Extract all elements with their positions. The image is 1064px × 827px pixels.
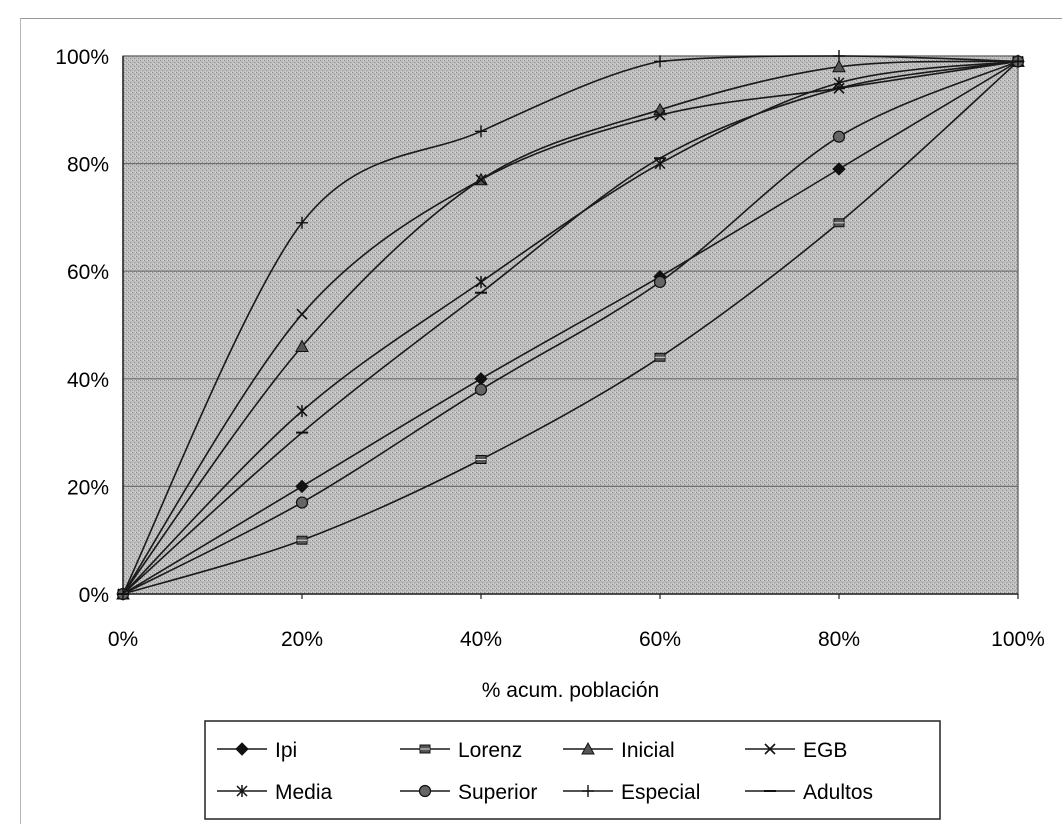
data-point (654, 109, 666, 121)
legend-label: Inicial (621, 739, 675, 762)
legend-item: Especial (563, 781, 700, 804)
x-axis-title: % acum. población (482, 679, 659, 702)
data-point (581, 741, 595, 755)
series-line (122, 60, 1019, 595)
legend-item: Media (217, 781, 333, 804)
x-tick-label: 0% (108, 628, 138, 651)
x-tick-label: 80% (818, 628, 860, 651)
y-tick-label: 0% (79, 584, 109, 607)
data-point (296, 405, 308, 418)
data-point (833, 76, 845, 89)
legend-item: Adultos (745, 781, 873, 804)
data-point (764, 743, 776, 755)
data-point (833, 218, 845, 228)
data-point (295, 496, 309, 509)
data-point (296, 216, 308, 229)
data-point (653, 275, 667, 289)
legend-label: Ipi (275, 739, 297, 762)
y-tick-label: 20% (67, 476, 109, 499)
series-line (122, 60, 1019, 595)
legend-item: Lorenz (400, 739, 522, 762)
x-tick-label: 20% (281, 628, 323, 651)
series-line (122, 60, 1019, 595)
legend-label: Media (275, 781, 333, 804)
data-point (295, 339, 309, 353)
data-point (475, 455, 487, 464)
series-line (122, 60, 1019, 595)
x-tick-label: 60% (639, 628, 681, 651)
data-point (582, 785, 594, 797)
data-point (236, 785, 248, 797)
data-point (475, 275, 487, 288)
data-point (419, 744, 431, 754)
data-point (295, 479, 309, 494)
legend-label: Lorenz (458, 739, 522, 762)
data-point (832, 59, 846, 73)
legend-label: Especial (621, 781, 700, 804)
data-point (654, 55, 666, 68)
series-line (122, 60, 1019, 595)
data-point (474, 383, 488, 396)
data-point (832, 130, 846, 143)
data-point (296, 535, 308, 545)
x-tick-label: 40% (460, 628, 502, 651)
legend-label: Adultos (803, 781, 873, 804)
y-tick-label: 60% (67, 261, 109, 284)
legend-item: Ipi (217, 739, 297, 762)
data-point (235, 742, 249, 756)
y-tick-label: 80% (67, 154, 109, 177)
data-point (833, 50, 845, 62)
data-point (475, 125, 487, 138)
legend-item: EGB (745, 739, 847, 762)
data-point (475, 174, 487, 186)
legend-label: Superior (458, 781, 537, 804)
data-point (832, 162, 846, 176)
chart-frame (20, 18, 1062, 824)
legend (204, 720, 941, 820)
y-tick-label: 40% (67, 369, 109, 392)
legend-label: EGB (803, 739, 847, 762)
data-point (418, 784, 432, 798)
y-tick-label: 100% (55, 46, 109, 69)
series-line (122, 60, 1019, 595)
legend-item: Inicial (563, 739, 675, 762)
data-point (654, 352, 666, 362)
legend-item: Superior (400, 781, 537, 804)
data-point (296, 308, 308, 320)
x-tick-label: 100% (991, 628, 1045, 651)
